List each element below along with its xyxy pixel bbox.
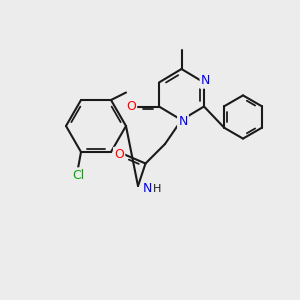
Text: N: N bbox=[142, 182, 152, 196]
Text: N: N bbox=[178, 115, 188, 128]
Text: N: N bbox=[201, 74, 210, 88]
Text: H: H bbox=[152, 184, 161, 194]
Text: O: O bbox=[126, 100, 136, 113]
Text: Cl: Cl bbox=[72, 169, 84, 182]
Text: O: O bbox=[114, 148, 124, 161]
